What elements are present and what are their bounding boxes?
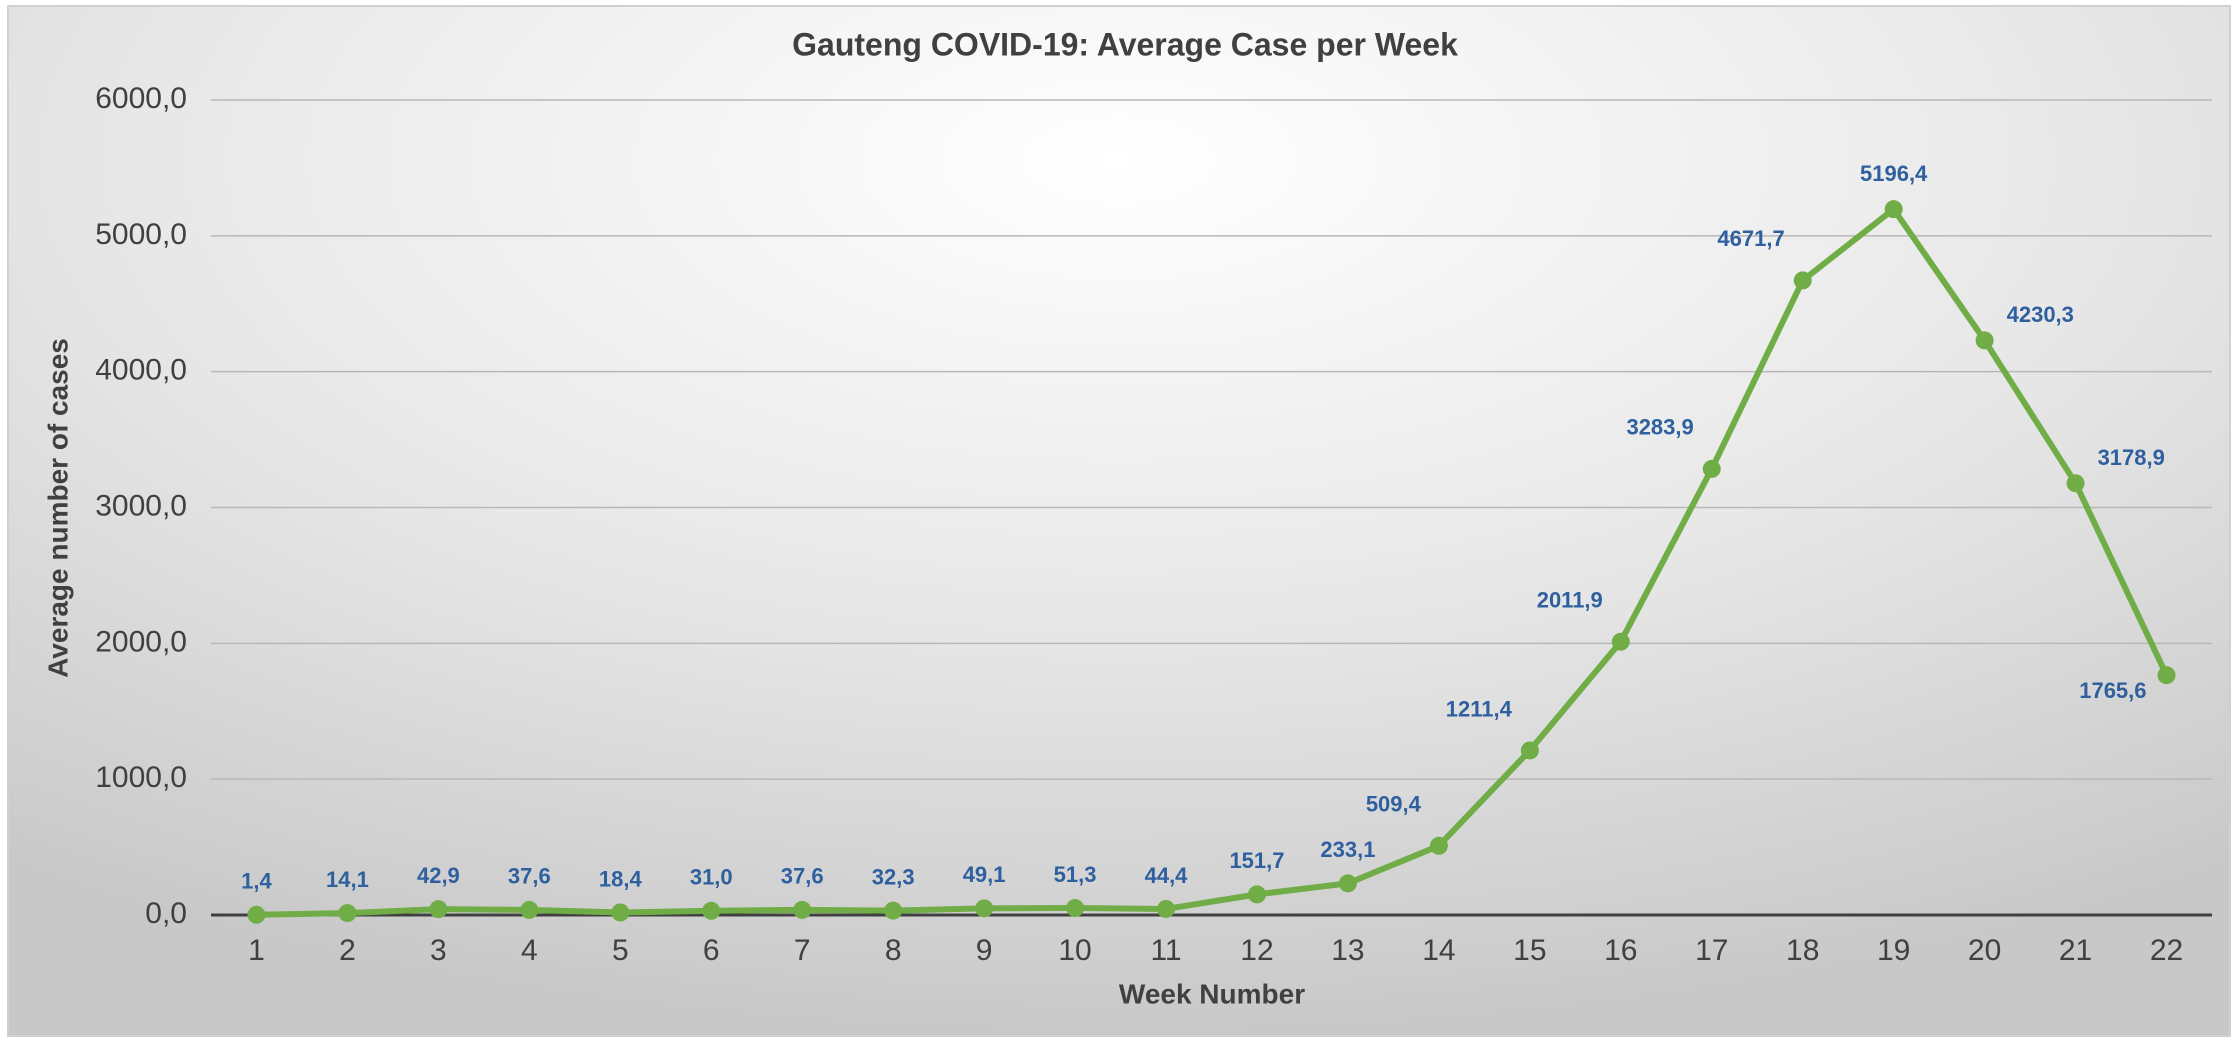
chart-title: Gauteng COVID-19: Average Case per Week (792, 26, 1458, 62)
x-axis-title: Week Number (1119, 978, 1305, 1009)
x-tick-label: 6 (703, 934, 720, 967)
x-tick-label: 16 (1604, 934, 1637, 967)
y-tick-label: 1000,0 (95, 761, 187, 794)
data-label: 3178,9 (2098, 445, 2165, 470)
data-label: 4671,7 (1717, 226, 1784, 251)
data-point (702, 901, 721, 920)
data-point (611, 903, 630, 922)
x-tick-label: 3 (430, 934, 447, 967)
x-tick-label: 13 (1331, 934, 1364, 967)
x-tick-label: 18 (1786, 934, 1819, 967)
data-label: 32,3 (872, 864, 915, 889)
data-point (1975, 331, 1994, 350)
data-point (975, 899, 994, 918)
data-point (1247, 885, 1266, 904)
data-label: 18,4 (599, 866, 643, 891)
data-point (2157, 666, 2176, 685)
data-label: 37,6 (508, 864, 551, 889)
data-point (1702, 459, 1721, 478)
x-tick-label: 15 (1513, 934, 1546, 967)
x-tick-label: 1 (248, 934, 265, 967)
x-tick-label: 2 (339, 934, 356, 967)
x-tick-label: 5 (612, 934, 629, 967)
data-point (1338, 874, 1357, 893)
x-tick-label: 17 (1695, 934, 1728, 967)
x-tick-label: 14 (1422, 934, 1455, 967)
y-tick-label: 6000,0 (95, 82, 187, 115)
data-label: 14,1 (326, 867, 369, 892)
y-tick-label: 2000,0 (95, 625, 187, 658)
data-label: 5196,4 (1860, 161, 1928, 186)
x-tick-label: 10 (1058, 934, 1091, 967)
x-tick-label: 12 (1240, 934, 1273, 967)
y-tick-label: 5000,0 (95, 218, 187, 251)
x-tick-label: 20 (1968, 934, 2001, 967)
data-point (1884, 200, 1903, 219)
data-point (1157, 899, 1176, 918)
x-tick-label: 9 (976, 934, 993, 967)
x-tick-label: 21 (2059, 934, 2092, 967)
y-tick-label: 4000,0 (95, 354, 187, 387)
data-point (793, 900, 812, 919)
data-label: 1211,4 (1446, 696, 1513, 721)
data-label: 151,7 (1229, 848, 1284, 873)
data-label: 4230,3 (2007, 302, 2074, 327)
data-line (256, 206, 2170, 918)
data-point (520, 900, 539, 919)
chart-background (7, 5, 2231, 1037)
data-point (884, 901, 903, 920)
x-tick-label: 19 (1877, 934, 1910, 967)
y-tick-label: 0,0 (145, 897, 187, 930)
y-tick-label: 3000,0 (95, 489, 187, 522)
y-axis-title: Average number of cases (42, 338, 73, 678)
data-point (1520, 741, 1539, 760)
data-label: 37,6 (781, 864, 824, 889)
data-label: 51,3 (1054, 862, 1097, 887)
data-point (1429, 836, 1448, 855)
data-point (429, 900, 448, 919)
data-label: 3283,9 (1626, 415, 1693, 440)
data-point (1793, 271, 1812, 290)
data-label: 1765,6 (2079, 678, 2146, 703)
x-tick-label: 4 (521, 934, 538, 967)
data-label: 42,9 (417, 863, 460, 888)
data-label: 1,4 (241, 869, 272, 894)
data-point (247, 905, 266, 924)
data-point (1611, 632, 1630, 651)
data-label: 509,4 (1366, 792, 1422, 817)
x-tick-label: 8 (885, 934, 902, 967)
data-point (1066, 899, 1085, 918)
data-label: 44,4 (1145, 863, 1189, 888)
data-label: 2011,9 (1537, 588, 1603, 613)
x-tick-label: 7 (794, 934, 811, 967)
data-label: 233,1 (1320, 837, 1375, 862)
data-label: 49,1 (963, 862, 1006, 887)
x-tick-label: 22 (2150, 934, 2183, 967)
x-tick-label: 11 (1150, 934, 1181, 967)
data-label: 31,0 (690, 865, 733, 890)
data-point (2066, 474, 2085, 493)
data-point (338, 904, 357, 923)
